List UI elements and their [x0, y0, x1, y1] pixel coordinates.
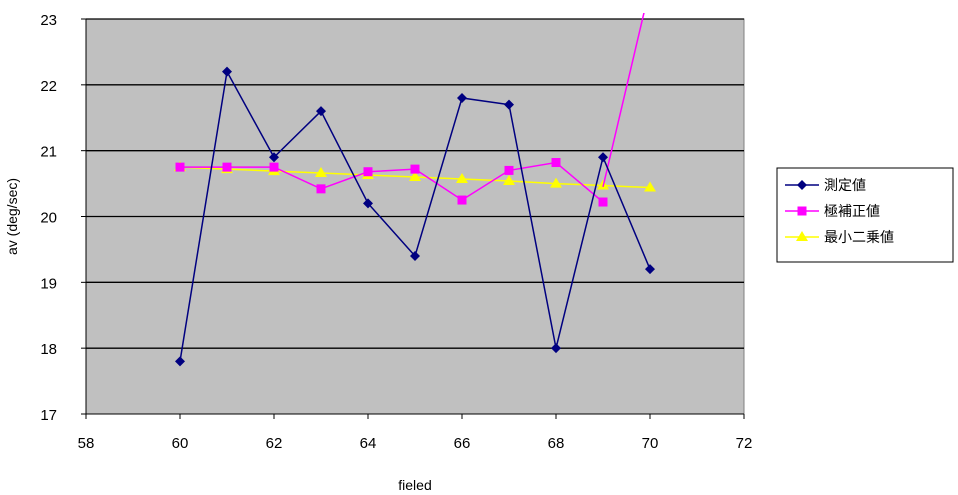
data-point: [410, 164, 420, 174]
legend-marker: [796, 231, 808, 241]
legend-label: 測定値: [824, 178, 866, 194]
data-point: [598, 197, 608, 207]
data-point: [551, 343, 561, 354]
data-point: [457, 195, 467, 205]
data-point: [316, 184, 326, 194]
data-point: [503, 174, 515, 185]
data-point: [222, 66, 232, 77]
data-point: [456, 172, 468, 183]
legend-item: 最小二乗値: [785, 230, 894, 246]
y-axis-title: av (deg/sec): [4, 178, 20, 255]
y-tick-label: 23: [40, 12, 57, 29]
y-tick-label: 18: [40, 341, 57, 358]
y-tick-labels: 17 18 19 20 21 22 23: [40, 12, 57, 424]
x-tick-label: 72: [736, 435, 753, 452]
y-tick-label: 21: [40, 144, 57, 161]
y-tick-label: 17: [40, 407, 57, 424]
data-point: [363, 198, 373, 209]
legend-label: 極補正値: [824, 204, 880, 220]
data-point: [551, 158, 561, 168]
data-point: [645, 264, 655, 275]
legend-item: 測定値: [785, 178, 866, 194]
legend-label: 最小二乗値: [824, 230, 894, 246]
data-point: [457, 93, 467, 103]
series-line: [180, 161, 604, 203]
y-tick-label: 22: [40, 78, 57, 95]
y-tick-label: 20: [40, 210, 57, 227]
x-tick-label: 58: [78, 435, 95, 452]
data-point: [409, 171, 421, 181]
y-tick-label: 19: [40, 275, 57, 292]
data-point: [644, 181, 656, 192]
data-point: [504, 99, 514, 110]
x-tick-label: 70: [642, 435, 659, 452]
x-tick-label: 66: [454, 435, 471, 452]
data-point: [550, 177, 562, 188]
legend-marker: [797, 180, 807, 190]
data-point: [598, 152, 608, 163]
series-1: [175, 66, 655, 367]
data-point: [175, 356, 185, 367]
legend-marker: [797, 206, 807, 216]
data-point: [363, 167, 373, 177]
data-point: [269, 162, 279, 172]
series-2: [175, 13, 645, 207]
series-extension-line: [602, 13, 645, 188]
gridlines: [86, 18, 744, 349]
data-point: [315, 167, 327, 178]
data-point: [410, 251, 420, 261]
data-point: [222, 162, 232, 172]
legend-item: 極補正値: [785, 204, 880, 220]
x-tick-label: 68: [548, 435, 565, 452]
x-tick-label: 64: [360, 435, 377, 452]
x-axis-title: fieled: [398, 477, 431, 493]
x-tick-label: 62: [266, 435, 283, 452]
x-tick-label: 60: [172, 435, 189, 452]
data-point: [504, 165, 514, 175]
x-tick-labels: 58 60 62 64 66 68 70 72: [78, 435, 753, 452]
series-layer: [174, 13, 656, 367]
axes: [81, 18, 745, 419]
data-point: [316, 106, 326, 117]
data-point: [175, 162, 185, 172]
data-point: [269, 152, 279, 163]
